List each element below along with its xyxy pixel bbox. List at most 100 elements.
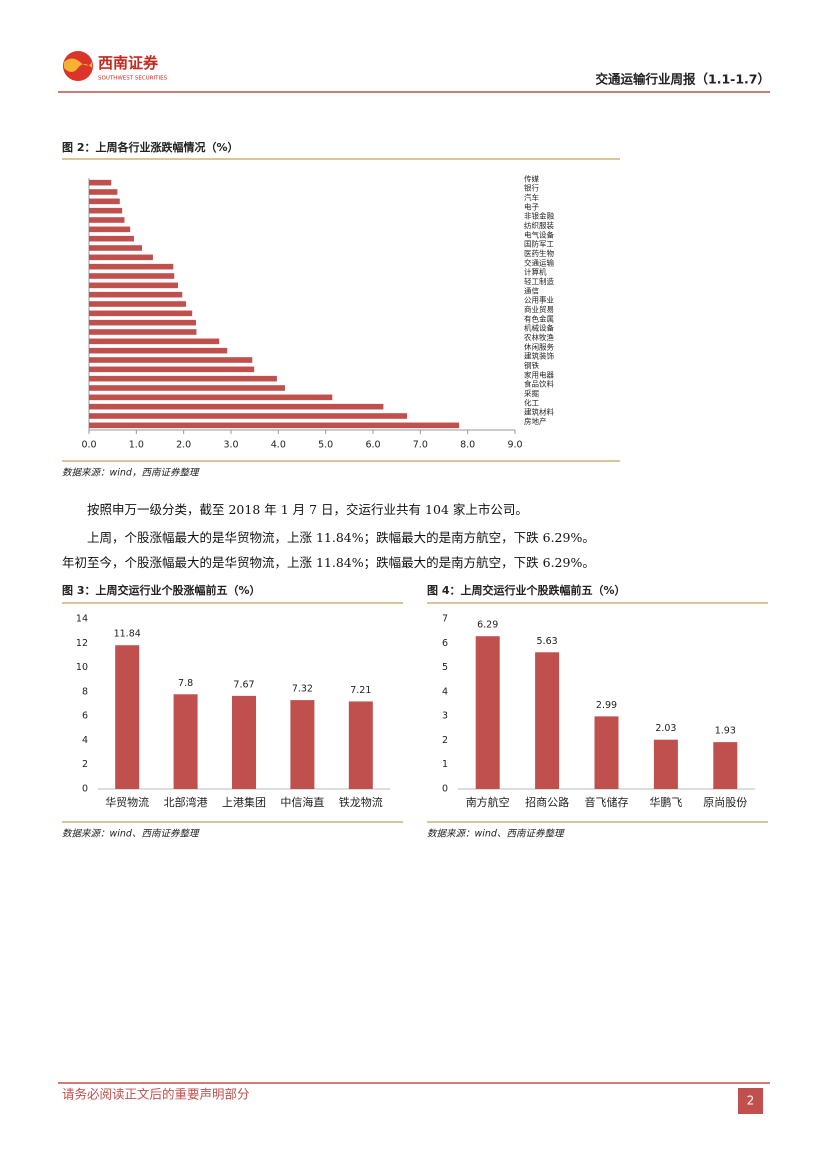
category-label: 电气设备 xyxy=(524,229,554,239)
disclaimer: 请务必阅读正文后的重要声明部分 xyxy=(62,1087,250,1102)
x-tick-label: 6.0 xyxy=(365,440,380,451)
bar xyxy=(713,742,738,789)
x-tick-label: 原尚股份 xyxy=(703,795,747,809)
y-tick-label: 12 xyxy=(76,638,88,649)
bar xyxy=(348,701,373,789)
y-tick-label: 3 xyxy=(442,711,448,722)
x-tick-label: 南方航空 xyxy=(466,795,510,809)
bar xyxy=(89,403,384,410)
y-tick-label: 4 xyxy=(82,735,88,746)
value-label: 2.03 xyxy=(655,723,676,734)
figure-source: 数据来源：wind、西南证券整理 xyxy=(62,828,200,840)
y-tick-label: 14 xyxy=(76,614,88,625)
bar xyxy=(89,347,228,354)
x-tick-label: 3.0 xyxy=(223,440,238,451)
bar xyxy=(173,694,198,789)
category-label: 电子 xyxy=(524,201,539,211)
y-tick-label: 0 xyxy=(82,784,88,795)
x-tick-label: 2.0 xyxy=(176,440,191,451)
bar xyxy=(89,357,253,363)
category-label: 计算机 xyxy=(524,267,547,277)
bar xyxy=(232,695,256,789)
bar xyxy=(89,422,460,429)
figure-source: 数据来源：wind，西南证券整理 xyxy=(62,467,200,479)
x-tick-label: 中信海直 xyxy=(280,795,324,809)
x-tick-label: 8.0 xyxy=(460,440,475,451)
category-label: 银行 xyxy=(524,183,539,193)
category-label: 房地产 xyxy=(524,416,547,426)
logo-wave xyxy=(64,58,92,72)
figure-title: 图 3：上周交运行业个股涨幅前五（%） xyxy=(62,583,261,597)
bar xyxy=(89,198,120,205)
x-tick-label: 9.0 xyxy=(507,440,522,451)
paragraph: 按照申万一级分类，截至 2018 年 1 月 7 日，交运行业共有 104 家上… xyxy=(87,502,528,517)
x-tick-label: 华贸物流 xyxy=(105,795,149,809)
value-label: 7.32 xyxy=(292,684,313,695)
x-tick-label: 铁龙物流 xyxy=(339,795,383,809)
bar xyxy=(89,413,408,419)
x-tick-label: 1.0 xyxy=(129,440,144,451)
page-number-box xyxy=(738,1088,763,1114)
bar xyxy=(89,394,333,401)
category-label: 有色金属 xyxy=(524,313,554,323)
y-tick-label: 1 xyxy=(442,759,448,770)
logo-subtext: SOUTHWEST SECURITIES xyxy=(98,76,168,82)
value-label: 1.93 xyxy=(715,726,736,737)
category-label: 钢铁 xyxy=(524,360,539,370)
y-tick-label: 6 xyxy=(82,711,88,722)
category-label: 通信 xyxy=(524,285,539,295)
bar xyxy=(115,645,140,789)
bar xyxy=(535,652,560,789)
y-tick-label: 8 xyxy=(82,686,88,697)
value-label: 7.67 xyxy=(233,679,254,690)
bar xyxy=(290,700,315,789)
y-tick-label: 6 xyxy=(442,638,448,649)
bar xyxy=(89,207,123,214)
category-label: 交通运输 xyxy=(524,257,554,267)
category-label: 建筑装饰 xyxy=(524,351,554,361)
bar xyxy=(89,235,134,242)
category-label: 汽车 xyxy=(524,192,539,202)
bar xyxy=(89,338,220,345)
logo-text: 西南证券 xyxy=(98,54,159,72)
page-number: 2 xyxy=(747,1094,755,1108)
report-title: 交通运输行业周报（1.1-1.7） xyxy=(596,72,770,87)
bar xyxy=(89,217,125,223)
paragraph: 年初至今，个股涨幅最大的是华贸物流，上涨 11.84%；跌幅最大的是南方航空，下… xyxy=(62,555,595,570)
x-tick-label: 7.0 xyxy=(413,440,428,451)
bar xyxy=(89,226,131,233)
bar xyxy=(89,329,197,335)
bar xyxy=(89,375,277,382)
category-label: 机械设备 xyxy=(524,323,554,333)
x-tick-label: 上港集团 xyxy=(222,795,266,809)
category-label: 国防军工 xyxy=(524,239,554,249)
x-tick-label: 5.0 xyxy=(318,440,333,451)
y-tick-label: 10 xyxy=(76,662,88,673)
value-label: 7.21 xyxy=(350,685,371,696)
y-tick-label: 5 xyxy=(442,662,448,673)
bar xyxy=(89,189,118,195)
bar xyxy=(89,301,187,307)
y-tick-label: 7 xyxy=(442,614,448,625)
category-label: 公用事业 xyxy=(524,295,554,305)
category-label: 建筑材料 xyxy=(524,407,554,417)
bar xyxy=(89,366,255,373)
bar xyxy=(89,282,178,289)
category-label: 化工 xyxy=(524,397,539,407)
bar xyxy=(475,636,500,789)
bar xyxy=(89,310,193,317)
x-tick-label: 4.0 xyxy=(271,440,286,451)
figure-title: 图 2：上周各行业涨跌幅情况（%） xyxy=(62,140,239,154)
bar xyxy=(89,273,175,279)
bar xyxy=(89,291,183,298)
bar xyxy=(594,716,619,789)
value-label: 11.84 xyxy=(114,629,141,640)
bar xyxy=(89,263,174,270)
x-tick-label: 华鹏飞 xyxy=(649,795,682,809)
category-label: 家用电器 xyxy=(524,369,554,379)
category-label: 采掘 xyxy=(524,388,539,398)
category-label: 医药生物 xyxy=(524,248,554,258)
bar xyxy=(653,739,678,789)
